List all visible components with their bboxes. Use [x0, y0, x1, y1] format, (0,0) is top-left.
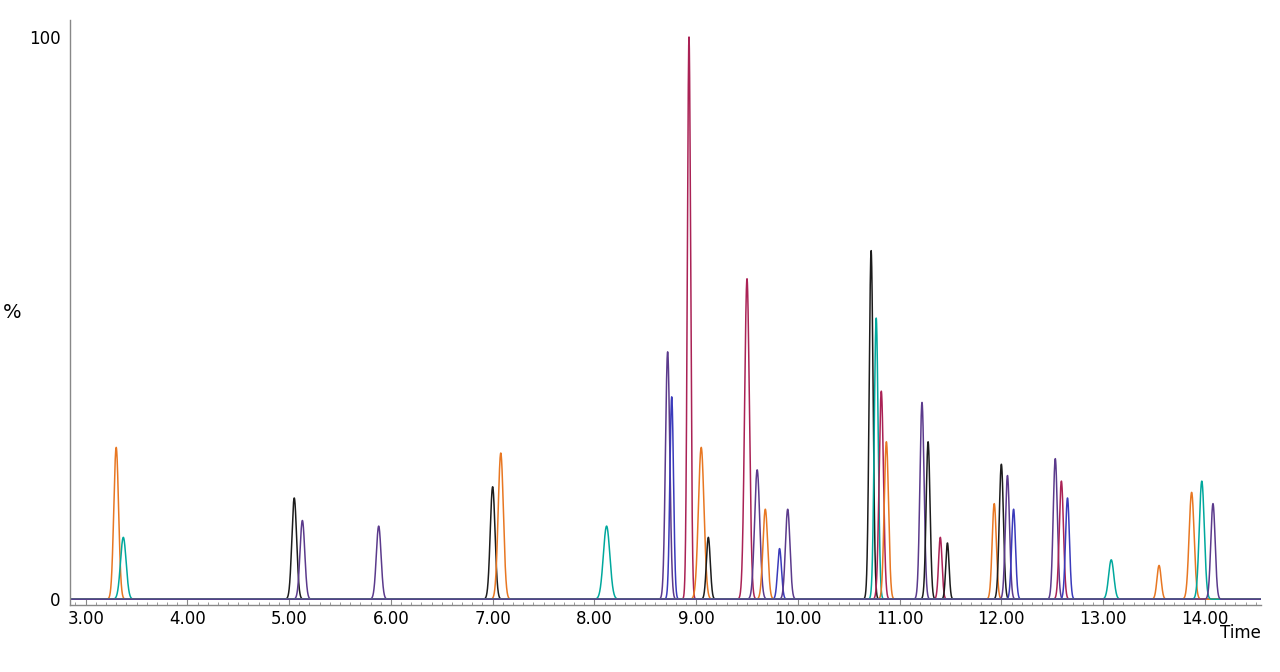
Y-axis label: %: %	[3, 303, 22, 322]
Text: Time: Time	[1220, 624, 1261, 642]
